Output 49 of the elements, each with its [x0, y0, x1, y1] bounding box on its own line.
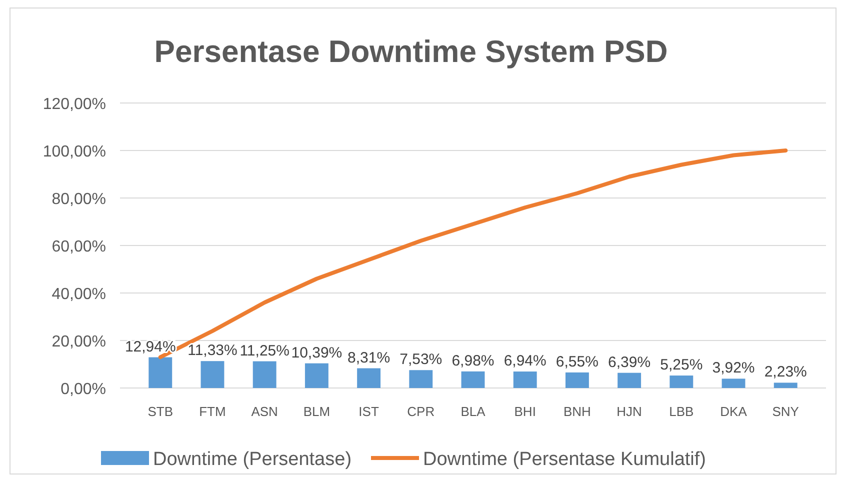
x-tick-label: DKA	[720, 404, 748, 419]
legend-label: Downtime (Persentase)	[153, 449, 352, 470]
y-tick-label: 0,00%	[60, 381, 106, 398]
bar	[513, 372, 537, 388]
x-tick-label: STB	[148, 404, 174, 419]
bar	[357, 368, 381, 388]
data-label: 6,94%	[504, 352, 546, 370]
bar	[722, 378, 746, 388]
bar	[148, 357, 172, 388]
x-tick-label: BLM	[303, 404, 330, 419]
data-label: 6,55%	[556, 353, 598, 370]
x-tick-label: ASN	[251, 404, 278, 419]
data-label: 8,31%	[348, 349, 390, 366]
data-label: 10,39%	[291, 344, 342, 362]
data-label: 12,94%	[124, 338, 176, 356]
x-tick-label: SNY	[772, 404, 800, 419]
y-tick-label: 60,00%	[52, 238, 106, 256]
y-tick-label: 100,00%	[42, 144, 106, 160]
data-label: 5,25%	[660, 356, 703, 374]
x-tick-label: BNH	[563, 404, 591, 419]
data-label: 3,92%	[712, 360, 755, 377]
chart-title: Persentase Downtime System PSD	[154, 34, 668, 69]
x-tick-label: LBB	[669, 404, 694, 419]
x-tick-label: BLA	[460, 404, 486, 419]
bar	[618, 372, 642, 388]
bar	[304, 363, 328, 388]
data-label: 7,53%	[400, 351, 442, 368]
x-tick-label: CPR	[407, 404, 435, 419]
y-tick-label: 120,00%	[42, 96, 106, 113]
data-label: 11,33%	[188, 342, 238, 360]
y-tick-label: 80,00%	[52, 191, 106, 208]
x-tick-label: FTM	[199, 404, 226, 419]
y-tick-label: 20,00%	[52, 334, 106, 350]
bar	[200, 361, 224, 388]
bar	[461, 371, 485, 388]
data-label: 6,98%	[452, 352, 494, 370]
data-label: 6,39%	[608, 354, 651, 371]
x-tick-label: BHI	[514, 404, 536, 419]
bar	[252, 361, 276, 388]
y-tick-label: 40,00%	[52, 286, 106, 303]
x-tick-label: IST	[358, 404, 379, 419]
bar	[409, 370, 433, 388]
bar	[565, 372, 589, 388]
x-tick-label: HJN	[616, 404, 642, 419]
legend-label: Downtime (Persentase Kumulatif)	[423, 449, 706, 470]
bar	[774, 382, 798, 388]
data-label: 2,23%	[764, 364, 807, 381]
data-label: 11,25%	[240, 342, 290, 360]
bar	[670, 376, 694, 388]
